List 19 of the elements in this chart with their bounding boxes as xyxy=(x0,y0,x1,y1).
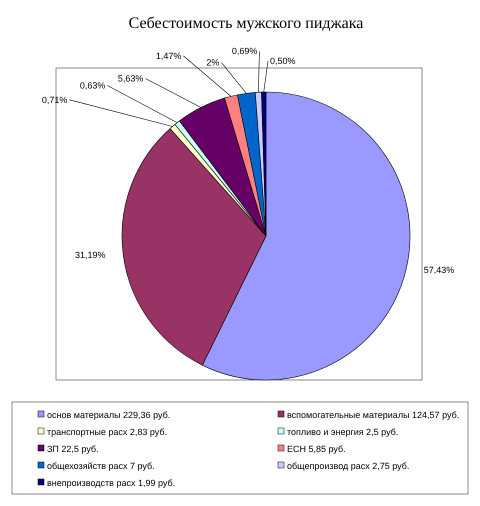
legend-label: транспортные расх 2,83 руб. xyxy=(47,427,168,437)
data-label: 5,63% xyxy=(118,73,144,84)
data-label: 0,50% xyxy=(270,56,296,66)
legend-label: общепроизвод расх 2,75 руб. xyxy=(287,461,410,471)
data-label: 0,71% xyxy=(42,94,68,105)
data-label: 0,69% xyxy=(232,46,258,56)
legend-label: ЕСН 5,85 руб. xyxy=(287,444,346,454)
data-label: 0,63% xyxy=(80,80,106,90)
data-label: 31,19% xyxy=(74,250,106,260)
legend-label: вспомогательные материалы 124,57 руб. xyxy=(287,410,460,420)
legend-label: общехозяйств расх 7 руб. xyxy=(47,461,155,471)
legend-label: топливо и энергия 2,5 руб. xyxy=(287,427,398,437)
chart-title: Себестоимость мужского пиджака xyxy=(128,15,364,32)
legend-label: основ материалы 229,36 руб. xyxy=(47,410,170,420)
data-label: 57,43% xyxy=(424,264,454,275)
data-label: 2% xyxy=(206,58,220,68)
data-label: 1,47% xyxy=(156,50,182,61)
legend-label: внепроизводств расх 1,99 руб. xyxy=(47,478,176,488)
legend-label: ЗП 22,5 руб. xyxy=(47,444,99,454)
